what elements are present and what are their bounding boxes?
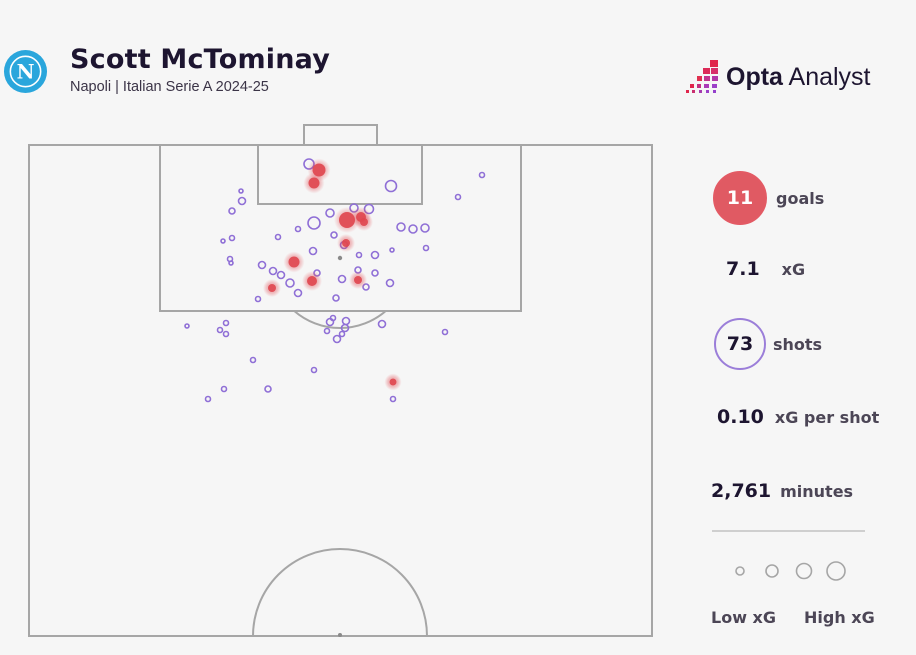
xg-per-shot-value: 0.10 xyxy=(717,406,764,428)
shot-marker xyxy=(228,234,236,242)
xg-label: xG xyxy=(781,259,806,279)
shot-marker xyxy=(370,250,380,260)
shot-marker xyxy=(257,260,267,270)
xg-stat: 7.1 xG xyxy=(726,258,805,280)
goals-badge: 11 xyxy=(713,171,767,225)
shot-marker xyxy=(420,223,430,233)
shot-marker xyxy=(238,188,244,194)
legend-high-xg: High xG xyxy=(804,608,875,627)
logo-letter: N xyxy=(17,60,35,83)
shot-marker xyxy=(396,222,406,232)
player-name: Scott McTominay xyxy=(70,44,331,75)
minutes-label: minutes xyxy=(780,481,854,501)
shot-marker xyxy=(325,317,335,327)
shot-marker xyxy=(216,326,224,334)
shot-marker xyxy=(341,316,351,326)
shot-marker xyxy=(377,319,387,329)
shots-badge: 73 xyxy=(714,318,766,370)
shot-marker xyxy=(325,208,335,218)
goal-marker xyxy=(360,218,368,226)
shot-marker xyxy=(293,288,303,298)
shot-marker xyxy=(454,193,462,201)
shot-marker xyxy=(371,269,379,277)
goal-marker xyxy=(389,378,397,386)
napoli-logo: N xyxy=(3,49,48,94)
shot-marker xyxy=(340,323,350,333)
xg-value: 7.1 xyxy=(726,258,760,280)
shot-marker xyxy=(441,328,449,336)
legend-circle xyxy=(795,562,813,580)
shot-marker xyxy=(249,356,257,364)
shot-marker xyxy=(310,366,318,374)
center-spot xyxy=(338,633,342,637)
shot-marker xyxy=(332,334,342,344)
subtitle: Napoli | Italian Serie A 2024-25 xyxy=(70,79,269,95)
shot-marker xyxy=(204,395,212,403)
shot-marker xyxy=(307,216,321,230)
shot-marker xyxy=(222,330,230,338)
shot-marker xyxy=(220,238,226,244)
shot-marker xyxy=(254,295,262,303)
shot-marker xyxy=(422,244,430,252)
shot-marker xyxy=(478,171,486,179)
goals-label: goals xyxy=(776,188,825,208)
shot-marker xyxy=(222,319,230,327)
shot-marker xyxy=(338,330,346,338)
shot-marker xyxy=(384,179,398,193)
brand-regular: Analyst xyxy=(782,62,871,91)
six-yard-box xyxy=(257,144,423,205)
goal-marker xyxy=(307,276,317,286)
xg-per-shot-label: xG per shot xyxy=(774,407,880,427)
goal-marker xyxy=(339,212,355,228)
minutes-value: 2,761 xyxy=(711,480,772,502)
legend-circle xyxy=(735,566,745,576)
shot-marker xyxy=(355,251,363,259)
legend-circle xyxy=(826,561,846,581)
shots-label: shots xyxy=(773,334,823,354)
shot-marker xyxy=(237,196,247,206)
shot-marker xyxy=(385,278,395,288)
shot-marker xyxy=(408,224,418,234)
shot-marker xyxy=(332,294,340,302)
goal-marker xyxy=(308,177,320,189)
goal-marker xyxy=(354,276,362,284)
goals-stat: 11 goals xyxy=(713,171,824,225)
goal-marker xyxy=(288,256,300,268)
shot-marker xyxy=(264,385,272,393)
shot-marker xyxy=(285,278,295,288)
goal-frame xyxy=(303,124,378,146)
shot-marker xyxy=(184,323,190,329)
xg-per-shot-stat: 0.10 xG per shot xyxy=(717,406,879,428)
legend-low-xg: Low xG xyxy=(711,608,776,627)
penalty-spot xyxy=(337,255,343,261)
shot-marker xyxy=(220,385,228,393)
center-circle xyxy=(252,548,428,637)
xg-size-legend xyxy=(735,561,846,581)
penalty-arc xyxy=(293,310,387,329)
legend-circle xyxy=(765,564,779,578)
shot-marker xyxy=(337,274,347,284)
legend-divider xyxy=(712,530,865,532)
opta-analyst-logo: Opta Analyst xyxy=(686,60,871,94)
shot-marker xyxy=(228,207,236,215)
shot-marker xyxy=(323,327,331,335)
brand-bold: Opta xyxy=(726,62,783,91)
stats-panel: 11 goals 7.1 xG 73 shots 0.10 xG per sho… xyxy=(700,0,916,655)
goal-marker xyxy=(342,239,350,247)
opta-bars-icon xyxy=(686,60,718,93)
shots-stat: 73 shots xyxy=(714,318,822,370)
shot-marker xyxy=(274,233,282,241)
shot-marker xyxy=(228,260,234,266)
shot-marker xyxy=(268,266,278,276)
shot-marker xyxy=(308,246,318,256)
shot-marker xyxy=(389,395,397,403)
shot-marker xyxy=(389,247,395,253)
goal-marker xyxy=(268,284,276,292)
shot-marker xyxy=(276,270,286,280)
shot-marker xyxy=(330,231,338,239)
shot-marker xyxy=(294,225,302,233)
minutes-stat: 2,761 minutes xyxy=(711,480,853,502)
